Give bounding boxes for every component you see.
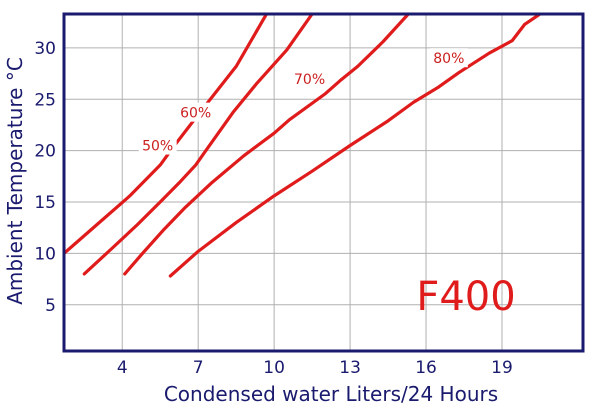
series-label: 80% bbox=[433, 51, 464, 67]
x-tick-labels: 4 7 10 13 16 19 bbox=[117, 358, 513, 378]
y-tick-label: 15 bbox=[34, 193, 56, 213]
series-label: 60% bbox=[180, 106, 211, 122]
x-tick-label: 4 bbox=[117, 358, 128, 378]
x-tick-label: 7 bbox=[193, 358, 204, 378]
y-tick-label: 5 bbox=[45, 296, 56, 316]
grid bbox=[64, 14, 583, 351]
x-tick-label: 13 bbox=[339, 358, 361, 378]
y-axis-title: Ambient Temperature °C bbox=[3, 57, 27, 305]
plot-frame bbox=[62, 12, 585, 353]
series-label: 50% bbox=[142, 139, 173, 155]
model-annotation: F400 bbox=[416, 274, 515, 320]
series-label: 70% bbox=[294, 72, 325, 88]
series-line-50pct bbox=[64, 14, 269, 255]
curves bbox=[64, 14, 542, 278]
x-axis-title: Condensed water Liters/24 Hours bbox=[164, 382, 498, 406]
series-label-bg bbox=[290, 68, 329, 88]
x-tick-label: 19 bbox=[491, 358, 513, 378]
y-tick-label: 10 bbox=[34, 244, 56, 264]
series-label-bg bbox=[176, 102, 215, 122]
curve-labels: 50% 60% 70% 80% bbox=[138, 48, 468, 155]
y-tick-labels: 5 10 15 20 25 30 bbox=[34, 39, 56, 316]
series-line-60pct bbox=[82, 14, 314, 276]
y-tick-label: 25 bbox=[34, 90, 56, 110]
y-tick-label: 20 bbox=[34, 142, 56, 162]
series-line-70pct bbox=[123, 14, 410, 276]
series-label-bg bbox=[429, 48, 468, 68]
x-tick-label: 16 bbox=[415, 358, 437, 378]
series-line-80pct bbox=[168, 14, 542, 278]
series-label-bg bbox=[138, 135, 177, 155]
y-tick-label: 30 bbox=[34, 39, 56, 59]
x-tick-label: 10 bbox=[263, 358, 285, 378]
